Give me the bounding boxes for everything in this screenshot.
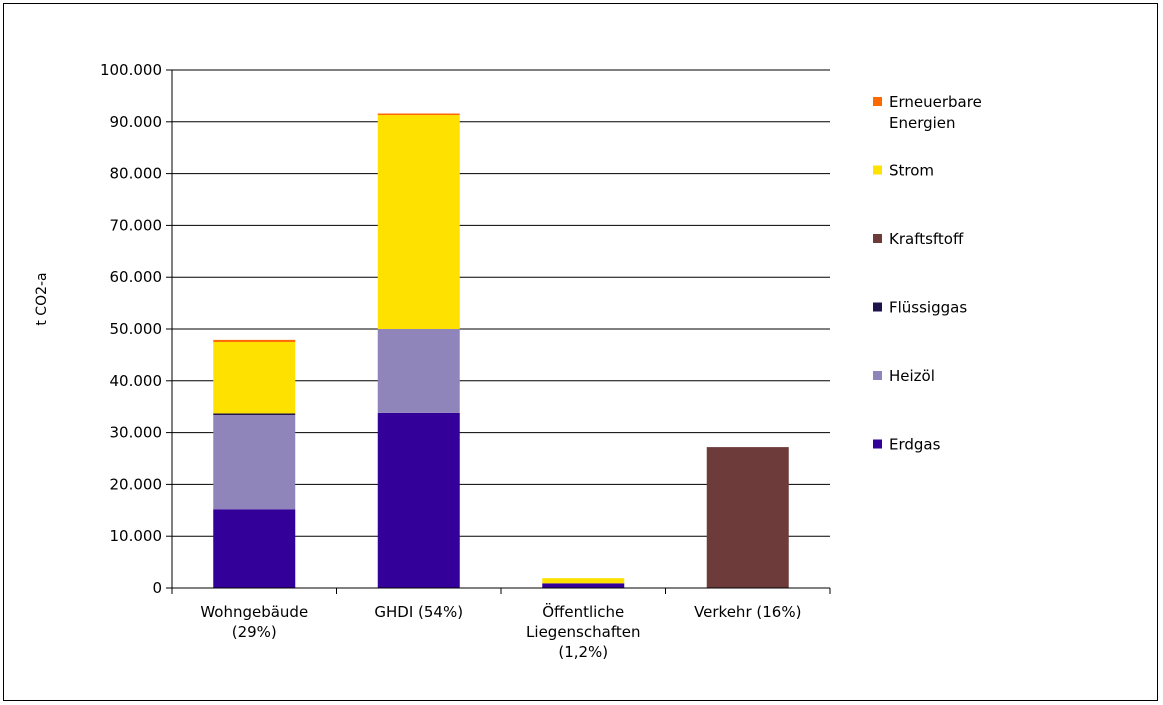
legend-swatch xyxy=(873,439,882,449)
y-tick-label: 0 xyxy=(152,579,162,597)
y-tick-label: 60.000 xyxy=(110,268,163,286)
legend-swatch xyxy=(873,165,882,175)
legend-swatch xyxy=(873,97,882,106)
bar-segment-heiz-l xyxy=(377,329,460,413)
y-tick-label: 50.000 xyxy=(110,320,163,338)
legend-swatch xyxy=(873,302,882,312)
legend-label: Erdgas xyxy=(889,436,941,454)
bar-segment-erdgas xyxy=(542,583,625,588)
y-axis-label: t CO2-a xyxy=(34,272,50,325)
y-tick-label: 80.000 xyxy=(110,165,163,183)
x-category-label: GHDI (54%) xyxy=(374,603,463,621)
y-tick-label: 70.000 xyxy=(110,216,163,234)
y-tick-label: 10.000 xyxy=(110,527,163,545)
y-tick-label: 30.000 xyxy=(110,424,163,442)
legend-label: Flüssiggas xyxy=(889,299,967,317)
x-category-label: Öffentliche Liegenschaften (1,2%) xyxy=(526,602,640,661)
y-tick-label: 90.000 xyxy=(110,113,163,131)
legend-swatch xyxy=(873,234,882,243)
bar-segment-erneuerbare-energien xyxy=(377,113,460,116)
y-tick-labels: 0 10.000 20.000 30.000 40.000 50.000 60.000 70.… xyxy=(100,61,172,597)
bar-segment-strom xyxy=(213,341,296,414)
y-tick-label: 20.000 xyxy=(110,475,163,493)
y-tick-label: 100.000 xyxy=(100,61,162,79)
bar-segment-kraftsftoff xyxy=(706,447,789,588)
x-category-label: Verkehr (16%) xyxy=(694,603,801,621)
x-category-labels: Wohngebäude (29%) GHDI (54%) Öffentliche Lie… xyxy=(200,602,801,661)
legend-label: Erneuerbare Energien xyxy=(889,93,982,132)
bars xyxy=(213,113,789,588)
legend-label: Kraftsftoff xyxy=(889,230,964,248)
legend-swatch xyxy=(873,371,882,380)
bar-segment-fl-ssiggas xyxy=(213,413,296,415)
x-category-label: Wohngebäude (29%) xyxy=(200,603,308,641)
legend: Erneuerbare Energien Strom Kraftsftoff Flüss… xyxy=(873,93,982,454)
bar-segment-heiz-l xyxy=(213,414,296,510)
legend-label: Heizöl xyxy=(889,367,935,385)
bar-segment-erneuerbare-energien xyxy=(213,339,296,342)
legend-label: Strom xyxy=(889,162,934,180)
bar-segment-erdgas xyxy=(213,509,296,588)
bar-segment-erdgas xyxy=(377,412,460,588)
bar-segment-strom xyxy=(377,115,460,329)
y-tick-label: 40.000 xyxy=(110,372,163,390)
bar-segment-strom xyxy=(542,578,625,584)
